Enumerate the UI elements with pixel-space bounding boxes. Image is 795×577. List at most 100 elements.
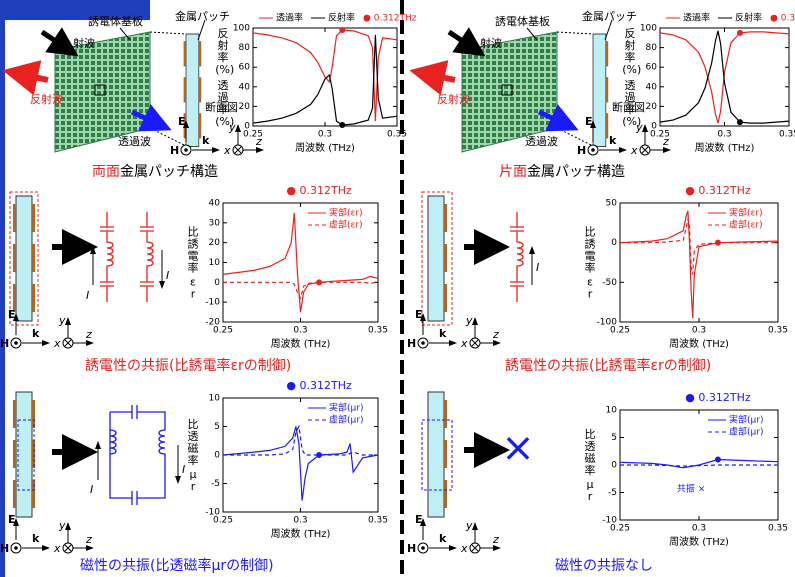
legend-label: 虚部(εr) [329,219,363,231]
x-axis-label: 周波数 (THz) [271,527,331,540]
current-label: I [86,289,89,302]
x-tick-label: 0.35 [368,326,388,336]
marker-point [737,30,743,36]
y-tick-label: -10 [205,508,220,518]
axis-label: x [53,542,61,555]
annotation: 共振 × [677,483,705,495]
caption: 磁性の共振なし [555,558,653,574]
label: 反射波 [437,92,470,106]
annotation: ● 0.312THz [685,391,751,404]
y-axis-label: 比透磁率 [585,428,596,477]
label: 入射波 [469,36,502,50]
x-tick-label: 0.35 [768,524,788,534]
y-tick-label: 100 [640,24,657,34]
axis-label: H [407,337,416,350]
structure-label: 金属パッチ構造 [120,164,218,180]
current-label: I [90,483,93,496]
legend-label: 虚部(εr) [729,219,763,231]
structure-label: 金属パッチ構造 [527,164,625,180]
lc-circuit [140,212,154,302]
y-tick-label: 0 [214,451,220,461]
axis-label: k [32,327,40,340]
annotation: ● 0.312THz [286,184,352,197]
x-tick-label: 0.3 [293,326,307,336]
axis-label: z [492,328,499,341]
y-tick-label: -50 [602,278,617,288]
axis-label: y [465,519,473,532]
marker-point [316,452,322,458]
y-tick-label: 20 [239,102,251,112]
leader [150,128,186,146]
axis-dot [14,546,18,550]
x-axis-label: 周波数 (THz) [669,337,729,350]
axis-label: E [8,308,16,321]
axis-dot [591,148,595,152]
y-tick-label: 5 [214,422,220,432]
axis-label: k [439,327,447,340]
page: 誘電体基板 金属パッチ 入射波 反射波 透過波 断面図 両面 金属パッチ構造 誘… [0,0,795,577]
axis-label: H [407,542,416,555]
legend-label: 虚部(μr) [729,426,763,438]
x-tick-label: 0.3 [318,130,332,140]
legend-label: 透過率 [683,12,710,24]
x-axis-label: 周波数 (THz) [695,141,755,154]
label: 誘電体基板 [88,14,143,28]
y-tick-label: 0 [611,461,617,471]
y-tick-label: 40 [209,199,221,209]
axis-label: k [439,532,447,545]
y-tick-label: 0 [651,122,657,132]
x-tick-label: 0.35 [779,130,795,140]
axis-dot [14,341,18,345]
y-tick-label: 40 [646,82,658,92]
x-tick-label: 0.3 [692,524,706,534]
legend-label: 実部(εr) [329,207,363,219]
legend-label: 反射率 [735,12,762,24]
y-axis-label: 比誘電率 [585,226,596,275]
x-axis-label: 周波数 (THz) [669,535,729,548]
x-tick-label: 0.3 [717,130,731,140]
x-tick-label: 0.3 [692,326,706,336]
y-tick-label: 10 [209,258,221,268]
y-tick-label: 30 [209,218,221,228]
y-tick-label: 0 [611,238,617,248]
strip [428,392,447,517]
axis-label: z [85,533,92,546]
x-tick-label: 0.35 [368,516,388,526]
y-tick-label: 20 [646,102,658,112]
x-tick-label: 0.35 [768,326,788,336]
axis-label: E [415,308,423,321]
axis-label: E [415,513,423,526]
leader [150,32,186,34]
y-tick-label: 0 [214,278,220,288]
strip [13,392,35,517]
label: 金属パッチ [175,9,230,23]
axis-label: z [85,328,92,341]
left-border [0,0,5,577]
strip [428,196,447,321]
axis-label: k [32,532,40,545]
axis-label: H [577,144,586,157]
top-right-diagram: 誘電体基板 金属パッチ 入射波 反射波 透過波 断面図 片面 金属パッチ構造 [427,9,645,180]
y-tick-label: 100 [233,24,250,34]
annotation: ● 0.312THz [685,184,751,197]
reflected-arrow [427,74,455,80]
label: 入射波 [62,36,95,50]
axis-label: H [0,337,9,350]
y-tick-label: 80 [646,43,658,53]
y-tick-label: -5 [608,488,617,498]
y-tick-label: 80 [239,43,251,53]
leader [198,20,205,40]
label: 反射波 [30,92,63,106]
caption: 誘電性の共振(比誘電率εrの制御) [85,357,291,374]
axis-label: H [170,144,179,157]
top-left-diagram: 誘電体基板 金属パッチ 入射波 反射波 透過波 断面図 両面 金属パッチ構造 [20,9,238,180]
label: 金属パッチ [582,9,637,23]
current-label: I [536,261,539,274]
axis-label: H [0,542,9,555]
strip [13,196,35,321]
y-tick-label: -10 [205,298,220,308]
axis-label: E [585,115,593,128]
metasurface [55,32,150,152]
